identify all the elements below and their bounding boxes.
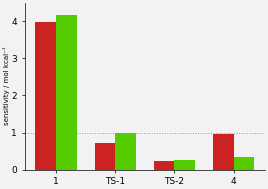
Bar (115, 132, 136, 170)
Bar (174, 160, 195, 170)
Bar (95, 143, 115, 170)
Bar (234, 157, 254, 170)
Bar (56, 15, 77, 170)
Y-axis label: sensitivity / mol kcal⁻¹: sensitivity / mol kcal⁻¹ (3, 47, 10, 125)
Bar (154, 161, 174, 170)
Bar (35, 22, 56, 170)
Bar (213, 134, 234, 170)
